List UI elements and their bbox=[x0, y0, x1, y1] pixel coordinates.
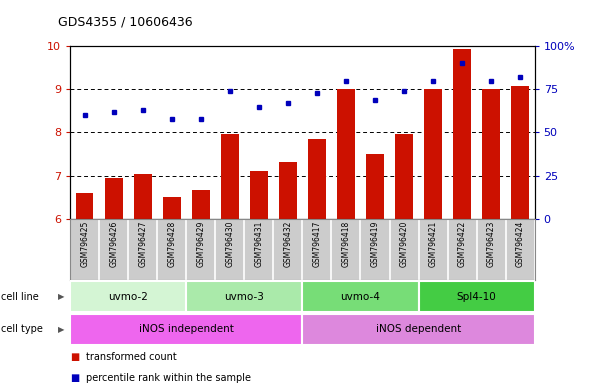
Text: GSM796426: GSM796426 bbox=[109, 221, 119, 267]
Text: cell line: cell line bbox=[1, 291, 38, 302]
Text: GSM796427: GSM796427 bbox=[138, 221, 147, 267]
Text: GSM796417: GSM796417 bbox=[312, 221, 321, 267]
Bar bbox=[395, 134, 413, 219]
Text: GSM796418: GSM796418 bbox=[342, 221, 351, 267]
Bar bbox=[453, 49, 470, 219]
Bar bbox=[134, 174, 152, 219]
Bar bbox=[367, 154, 384, 219]
Bar bbox=[337, 89, 354, 219]
Text: GDS4355 / 10606436: GDS4355 / 10606436 bbox=[58, 15, 192, 28]
Text: GSM796420: GSM796420 bbox=[400, 221, 409, 267]
Text: ■: ■ bbox=[70, 373, 79, 383]
Text: ▶: ▶ bbox=[57, 325, 64, 334]
Text: Spl4-10: Spl4-10 bbox=[456, 291, 497, 302]
Text: GSM796424: GSM796424 bbox=[516, 221, 525, 267]
Bar bbox=[105, 178, 122, 219]
Text: iNOS independent: iNOS independent bbox=[139, 324, 234, 334]
Bar bbox=[419, 281, 535, 312]
Text: GSM796425: GSM796425 bbox=[80, 221, 89, 267]
Text: GSM796429: GSM796429 bbox=[196, 221, 205, 267]
Text: GSM796428: GSM796428 bbox=[167, 221, 177, 267]
Bar bbox=[70, 314, 302, 345]
Bar bbox=[76, 193, 93, 219]
Bar bbox=[511, 86, 529, 219]
Text: iNOS dependent: iNOS dependent bbox=[376, 324, 461, 334]
Text: GSM796419: GSM796419 bbox=[370, 221, 379, 267]
Bar bbox=[192, 190, 210, 219]
Text: uvmo-4: uvmo-4 bbox=[340, 291, 381, 302]
Text: GSM796421: GSM796421 bbox=[428, 221, 437, 267]
Text: GSM796422: GSM796422 bbox=[458, 221, 467, 267]
Bar bbox=[424, 89, 442, 219]
Bar bbox=[251, 171, 268, 219]
Bar bbox=[163, 197, 181, 219]
Text: ▶: ▶ bbox=[57, 292, 64, 301]
Bar bbox=[483, 89, 500, 219]
Bar bbox=[302, 281, 419, 312]
Text: GSM796431: GSM796431 bbox=[254, 221, 263, 267]
Text: percentile rank within the sample: percentile rank within the sample bbox=[86, 373, 251, 383]
Text: uvmo-2: uvmo-2 bbox=[108, 291, 148, 302]
Text: GSM796423: GSM796423 bbox=[486, 221, 496, 267]
Bar bbox=[186, 281, 302, 312]
Bar bbox=[309, 139, 326, 219]
Text: cell type: cell type bbox=[1, 324, 43, 334]
Text: GSM796430: GSM796430 bbox=[225, 221, 235, 267]
Text: uvmo-3: uvmo-3 bbox=[224, 291, 265, 302]
Bar bbox=[70, 281, 186, 312]
Text: transformed count: transformed count bbox=[86, 352, 177, 362]
Bar bbox=[221, 134, 239, 219]
Text: GSM796432: GSM796432 bbox=[284, 221, 293, 267]
Bar bbox=[302, 314, 535, 345]
Bar bbox=[279, 162, 297, 219]
Text: ■: ■ bbox=[70, 352, 79, 362]
